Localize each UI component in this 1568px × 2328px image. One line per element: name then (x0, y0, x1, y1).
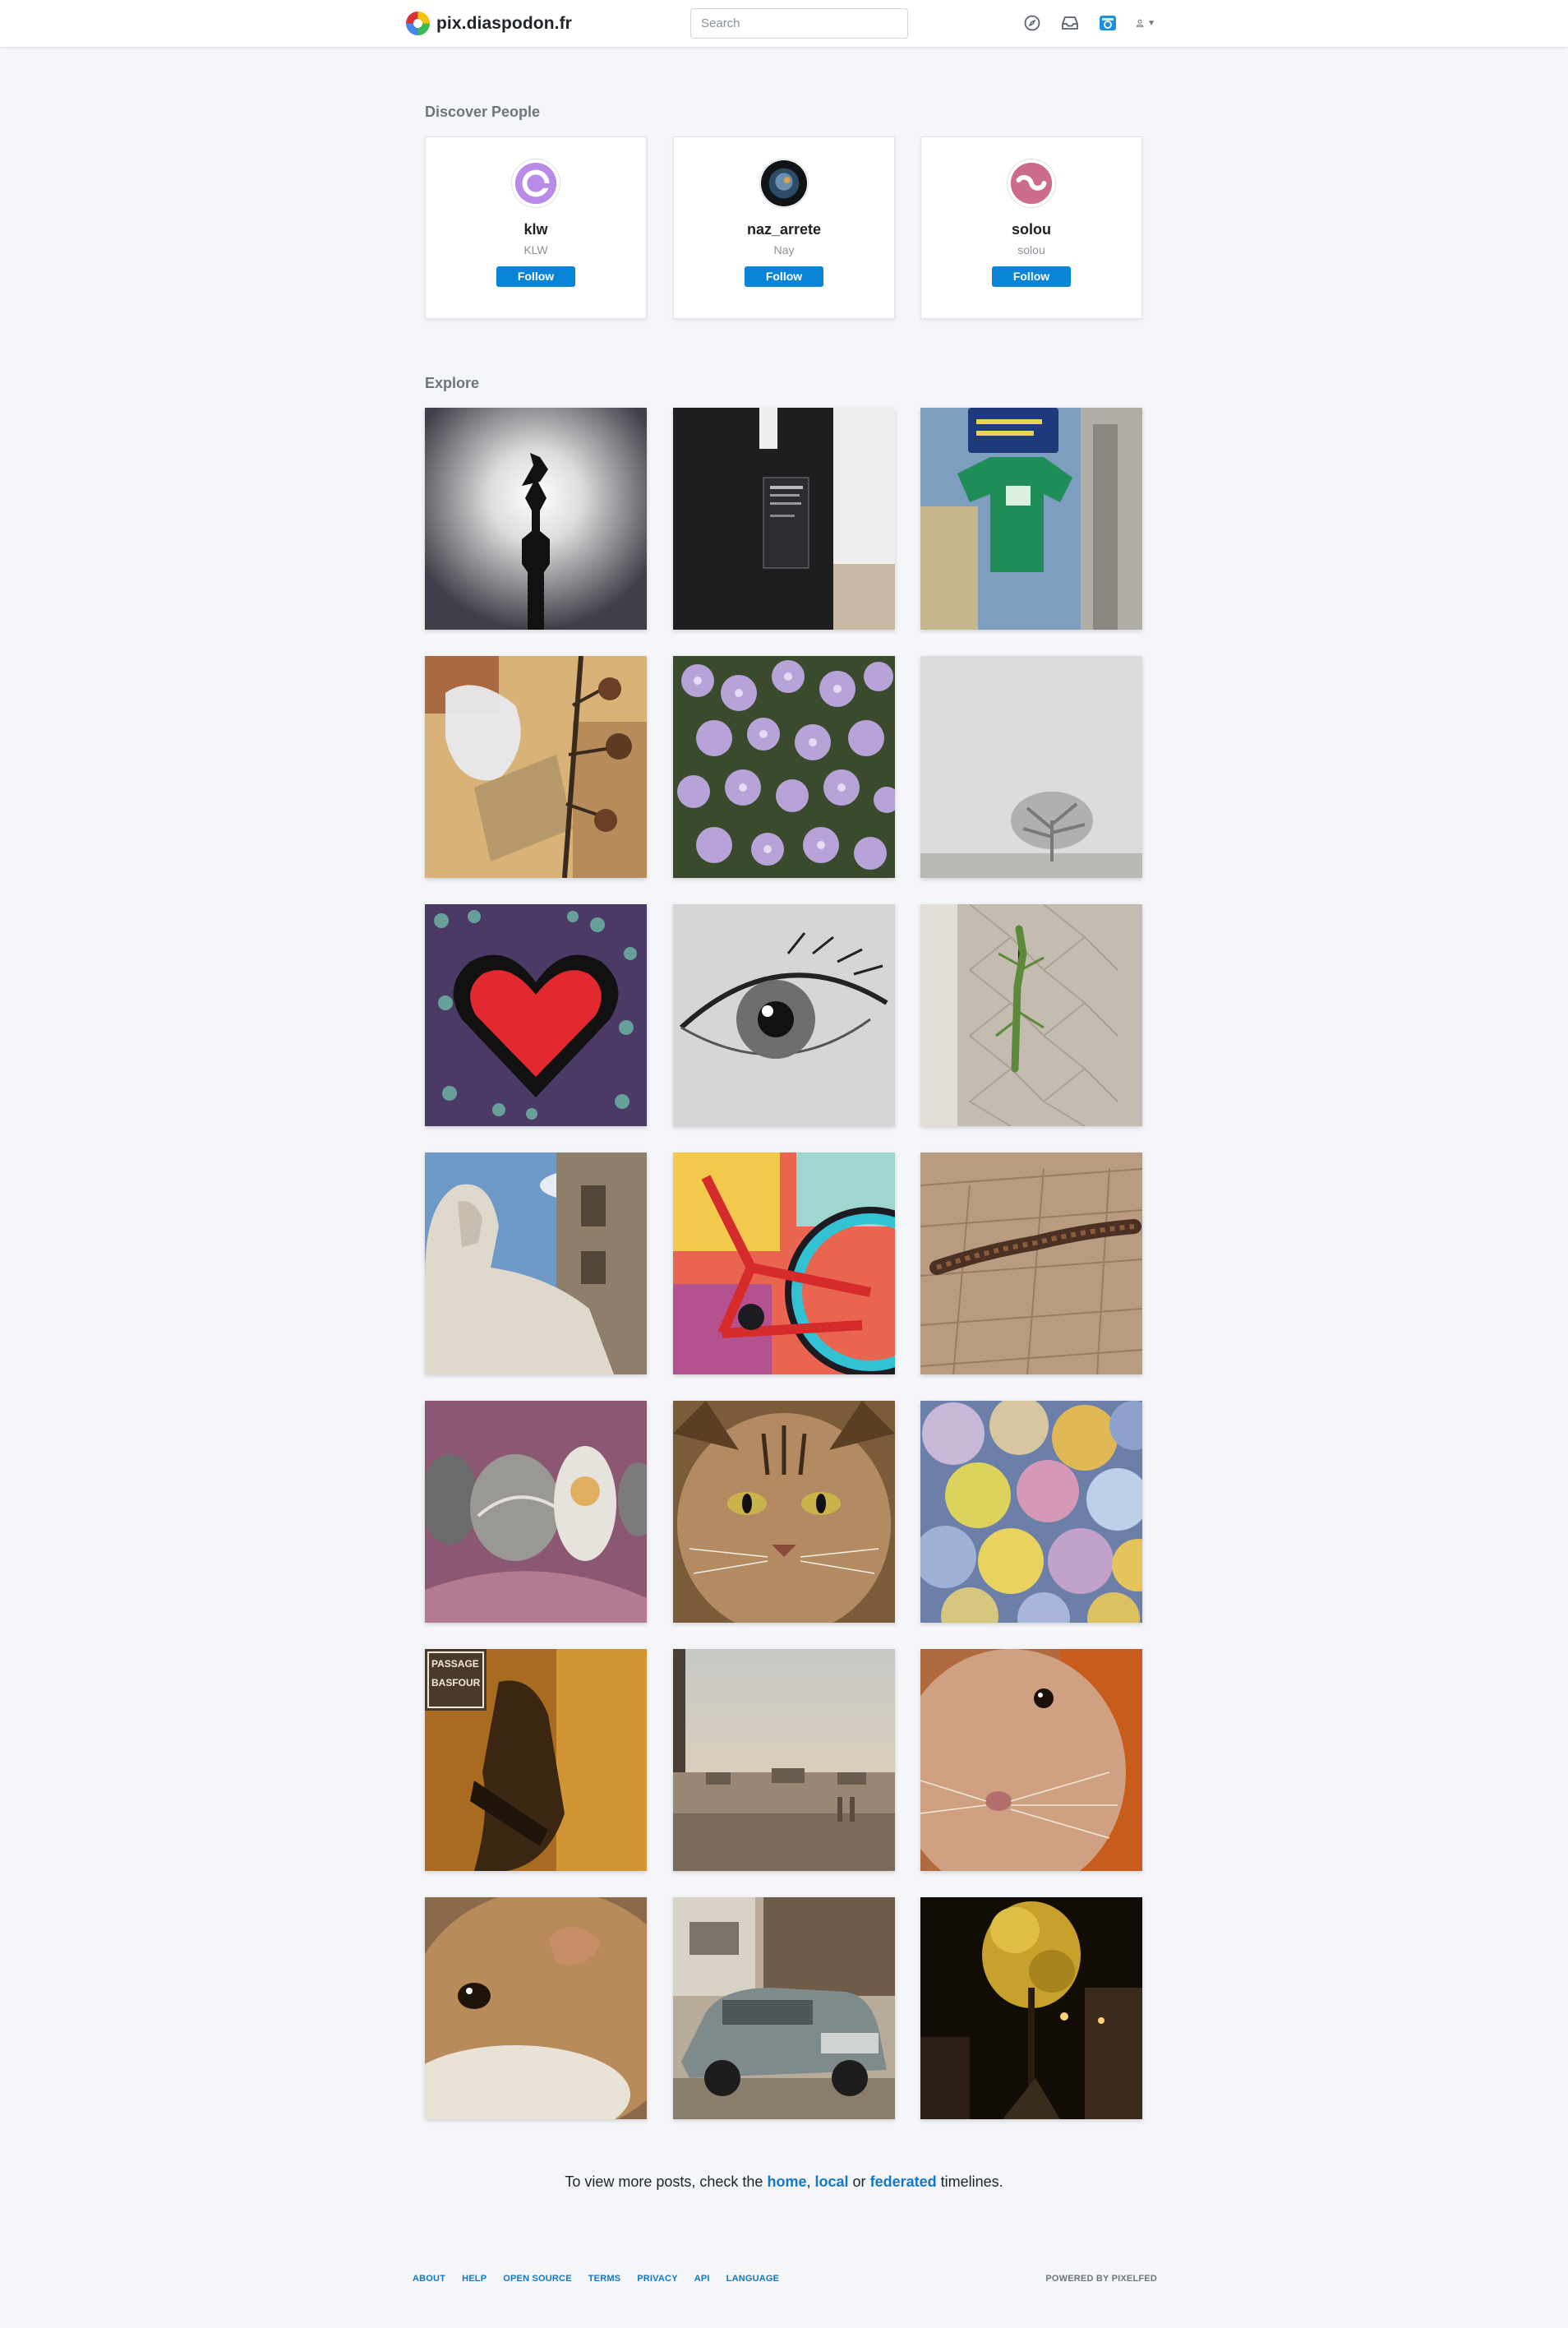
footer-link-privacy[interactable]: PRIVACY (637, 2274, 678, 2284)
footer-link-about[interactable]: ABOUT (413, 2274, 446, 2284)
explore-post-guinea-pig-closeup[interactable] (425, 1897, 647, 2119)
follow-button[interactable]: Follow (745, 266, 823, 287)
explore-post-old-car[interactable] (673, 1897, 895, 2119)
explore-post-hamster-closeup[interactable] (920, 1649, 1142, 1871)
brand-link[interactable]: pix.diaspodon.fr (406, 12, 572, 35)
username[interactable]: naz_arrete (746, 221, 822, 238)
nav-icons: ▼ (1022, 13, 1155, 33)
explore-post-tabby-cat[interactable] (673, 1401, 895, 1623)
display-name: solou (1017, 243, 1045, 256)
discover-people-list: klw KLW Follow naz_arrete Nay Follow sol… (425, 136, 1145, 320)
person-card: solou solou Follow (920, 136, 1142, 319)
svg-text:PASSAGE: PASSAGE (431, 1658, 479, 1670)
powered-by-pixelfed: POWERED BY PIXELFED (1045, 2274, 1157, 2284)
explore-post-tree-at-night[interactable] (920, 1897, 1142, 2119)
camera-icon[interactable] (1098, 13, 1118, 33)
follow-button[interactable]: Follow (496, 266, 575, 287)
avatar[interactable] (759, 159, 809, 208)
explore-post-eye-drawing[interactable] (673, 904, 895, 1126)
explore-post-caterpillar-on-wood[interactable] (920, 1152, 1142, 1374)
explore-post-colorful-bicycle-painting[interactable] (673, 1152, 895, 1374)
explore-post-praying-mantis[interactable] (920, 904, 1142, 1126)
user-icon (1136, 19, 1144, 27)
federated-timeline-link[interactable]: federated (869, 2173, 937, 2190)
user-menu[interactable]: ▼ (1136, 13, 1155, 33)
explore-post-statue-silhouette[interactable] (425, 408, 647, 630)
display-name: Nay (773, 243, 795, 256)
explore-post-painted-stones[interactable] (425, 1401, 647, 1623)
explore-post-purple-flowers[interactable] (673, 656, 895, 878)
chevron-down-icon: ▼ (1147, 18, 1155, 28)
username[interactable]: klw (523, 221, 548, 238)
top-navbar: pix.diaspodon.fr (0, 0, 1568, 48)
explore-title: Explore (425, 375, 480, 391)
explore-post-red-heart-mural[interactable] (425, 904, 647, 1126)
explore-post-sphinx-statue[interactable] (425, 1152, 647, 1374)
avatar[interactable] (1007, 159, 1056, 208)
footer-links: ABOUT HELP OPEN SOURCE TERMS PRIVACY API… (413, 2274, 779, 2284)
explore-post-city-ruins-sunset[interactable] (673, 1649, 895, 1871)
discover-people-title: Discover People (425, 104, 541, 120)
explore-post-street-sign-green-shirt[interactable] (920, 408, 1142, 630)
brand-name: pix.diaspodon.fr (436, 13, 572, 33)
footer-link-api[interactable]: API (694, 2274, 710, 2284)
local-timeline-link[interactable]: local (814, 2173, 849, 2190)
svg-text:BASFOUR: BASFOUR (431, 1677, 481, 1688)
more-posts-message: To view more posts, check the home, loca… (0, 2173, 1568, 2191)
search-input[interactable] (690, 8, 908, 39)
explore-post-vhs-cassette[interactable] (673, 408, 895, 630)
or-text: or (852, 2173, 866, 2190)
username[interactable]: solou (1012, 221, 1051, 238)
pixelfed-logo-icon (406, 12, 430, 35)
footer-link-help[interactable]: HELP (462, 2274, 487, 2284)
display-name: KLW (523, 243, 548, 256)
more-posts-suffix: timelines. (940, 2173, 1003, 2190)
compass-icon[interactable] (1022, 13, 1042, 33)
home-timeline-link[interactable]: home (767, 2173, 807, 2190)
explore-post-plums[interactable] (920, 1401, 1142, 1623)
avatar[interactable] (511, 159, 560, 208)
inbox-icon[interactable] (1060, 13, 1080, 33)
more-posts-prefix: To view more posts, check the (565, 2173, 763, 2190)
explore-post-passage-basfour-mural[interactable]: PASSAGE BASFOUR (425, 1649, 647, 1871)
person-card: naz_arrete Nay Follow (673, 136, 895, 319)
explore-grid: PASSAGE BASFOUR (425, 408, 1145, 2119)
follow-button[interactable]: Follow (992, 266, 1071, 287)
comma: , (806, 2173, 811, 2190)
footer-link-open-source[interactable]: OPEN SOURCE (503, 2274, 572, 2284)
explore-post-tree-with-plastic-bag[interactable] (425, 656, 647, 878)
footer-link-language[interactable]: LANGUAGE (726, 2274, 780, 2284)
footer-link-terms[interactable]: TERMS (588, 2274, 621, 2284)
person-card: klw KLW Follow (425, 136, 647, 319)
explore-post-foggy-tree[interactable] (920, 656, 1142, 878)
